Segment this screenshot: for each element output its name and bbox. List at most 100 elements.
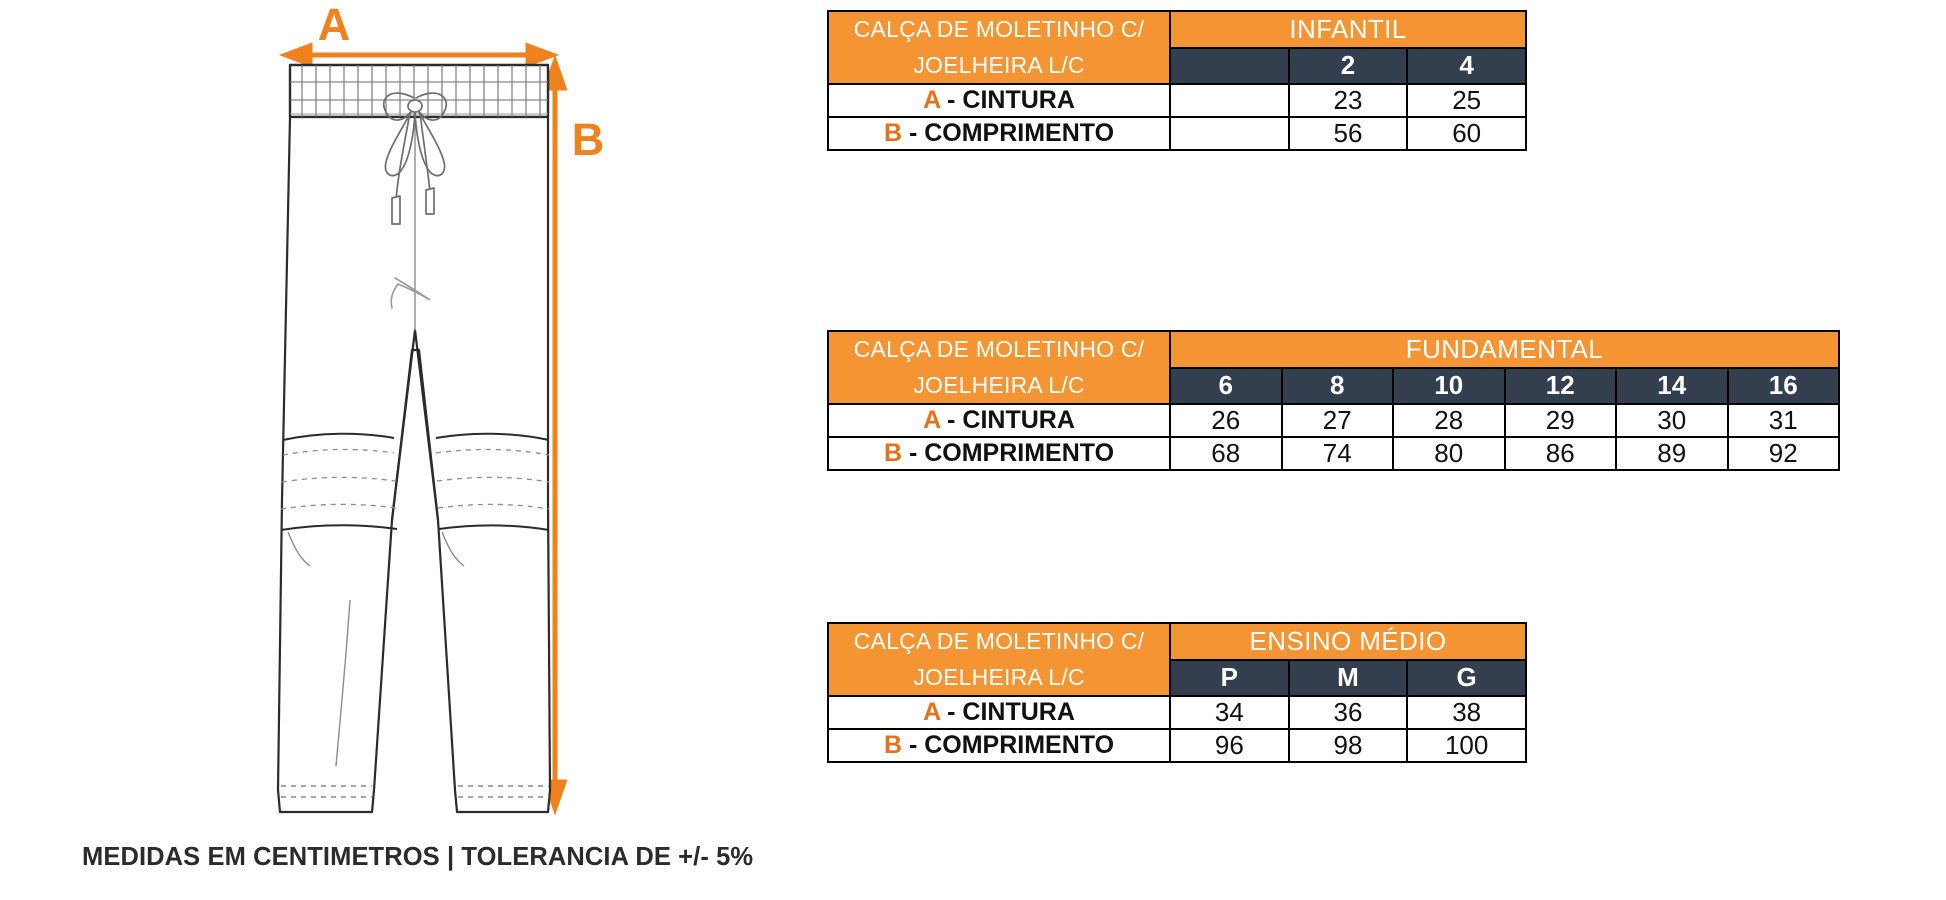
row-label-cell: B - COMPRIMENTO <box>827 728 1171 764</box>
row-label-cell: A - CINTURA <box>827 403 1171 439</box>
row-label-cell: B - COMPRIMENTO <box>827 116 1171 152</box>
drawstring-bow <box>383 92 447 225</box>
measure-cell: 34 <box>1169 695 1290 731</box>
measure-cell: 96 <box>1169 728 1290 764</box>
row-label-text: CINTURA <box>962 406 1075 435</box>
table-row-header-group: CALÇA DE MOLETINHO C/ JOELHEIRA L/C ENSI… <box>827 621 1527 698</box>
measure-cell: 89 <box>1615 436 1729 472</box>
product-name-cell: CALÇA DE MOLETINHO C/ JOELHEIRA L/C <box>827 9 1171 86</box>
table-row-header-group: CALÇA DE MOLETINHO C/ JOELHEIRA L/C FUND… <box>827 329 1840 406</box>
measure-cell: 28 <box>1392 403 1506 439</box>
row-mark: A <box>923 86 941 115</box>
measure-cell: 98 <box>1287 728 1409 764</box>
row-label-cell: A - CINTURA <box>827 695 1171 731</box>
measure-b-label: B <box>572 114 605 165</box>
group-label-cell: FUNDAMENTAL <box>1169 330 1840 369</box>
product-name-line1: CALÇA DE MOLETINHO C/ <box>853 628 1145 654</box>
measurement-caption: MEDIDAS EM CENTIMETROS | TOLERANCIA DE +… <box>82 843 754 871</box>
table-row: B - COMPRIMENTO 96 98 100 <box>827 728 1527 764</box>
pants-outline <box>276 63 552 814</box>
measure-a-arrow <box>278 42 560 68</box>
measure-cell: 36 <box>1287 695 1409 731</box>
product-name-line2: JOELHEIRA L/C <box>913 663 1085 690</box>
product-name-cell: CALÇA DE MOLETINHO C/ JOELHEIRA L/C <box>827 329 1171 406</box>
product-name-line1: CALÇA DE MOLETINHO C/ <box>853 16 1145 42</box>
size-header-cell: 14 <box>1615 366 1729 406</box>
row-dash: - <box>902 439 925 468</box>
row-label-text: COMPRIMENTO <box>924 731 1115 760</box>
row-mark: A <box>923 698 941 727</box>
measure-a-label: A <box>318 0 351 50</box>
row-label-text: CINTURA <box>962 698 1075 727</box>
measure-cell: 29 <box>1503 403 1617 439</box>
group-label-cell: ENSINO MÉDIO <box>1169 622 1527 661</box>
measure-cell: 25 <box>1406 83 1527 119</box>
table-row-header-sizes: P M G <box>828 658 1527 698</box>
measure-cell: 30 <box>1615 403 1729 439</box>
row-label-text: CINTURA <box>962 86 1075 115</box>
row-mark: B <box>883 119 902 148</box>
measure-cell: 56 <box>1287 116 1409 152</box>
size-header-cell: 4 <box>1406 46 1527 86</box>
measure-cell: 27 <box>1280 403 1394 439</box>
size-header-cell-blank <box>1169 46 1290 86</box>
size-header-cell: 10 <box>1392 366 1506 406</box>
product-name-line2: JOELHEIRA L/C <box>913 371 1085 398</box>
table-row: A - CINTURA 26 27 28 29 30 31 <box>827 403 1840 439</box>
measure-cell <box>1169 83 1290 119</box>
knee-panel <box>280 432 550 531</box>
size-header-cell: M <box>1287 658 1409 698</box>
measure-cell: 92 <box>1726 436 1840 472</box>
measure-cell: 80 <box>1392 436 1506 472</box>
pants-technical-drawing: A B <box>276 0 605 816</box>
waistband-rib-texture <box>290 65 548 117</box>
measure-cell: 68 <box>1169 436 1283 472</box>
table-row: A - CINTURA 34 36 38 <box>827 695 1527 731</box>
product-name-line2: JOELHEIRA L/C <box>913 51 1085 78</box>
table-row-header-sizes: 2 4 <box>828 46 1527 86</box>
row-dash: - <box>940 406 963 435</box>
measure-cell: 26 <box>1169 403 1283 439</box>
table-row-header-group: CALÇA DE MOLETINHO C/ JOELHEIRA L/C INFA… <box>827 9 1527 86</box>
table-row: A - CINTURA 23 25 <box>827 83 1527 119</box>
row-mark: A <box>923 406 941 435</box>
hip-detail-mark <box>390 277 431 309</box>
size-header-cell: 12 <box>1503 366 1617 406</box>
table-row: B - COMPRIMENTO 68 74 80 86 89 92 <box>827 436 1840 472</box>
size-table-ensino-medio: CALÇA DE MOLETINHO C/ JOELHEIRA L/C ENSI… <box>827 621 1527 764</box>
size-header-cell: 16 <box>1726 366 1840 406</box>
size-header-cell: G <box>1406 658 1527 698</box>
product-name-line1: CALÇA DE MOLETINHO C/ <box>853 336 1145 362</box>
row-label-text: COMPRIMENTO <box>924 119 1115 148</box>
size-header-cell: 8 <box>1280 366 1394 406</box>
size-table-fundamental: CALÇA DE MOLETINHO C/ JOELHEIRA L/C FUND… <box>827 329 1840 472</box>
row-label-cell: A - CINTURA <box>827 83 1171 119</box>
measure-cell <box>1169 116 1290 152</box>
measure-cell: 60 <box>1406 116 1527 152</box>
row-mark: B <box>883 731 902 760</box>
measure-cell: 86 <box>1503 436 1617 472</box>
illustration-panel: A B MEDIDAS EM CENTIMETROS | TOLERANCIA … <box>0 0 830 900</box>
measure-cell: 23 <box>1287 83 1409 119</box>
row-label-cell: B - COMPRIMENTO <box>827 436 1171 472</box>
measure-cell: 74 <box>1280 436 1394 472</box>
group-label-cell: INFANTIL <box>1169 10 1527 49</box>
measure-cell: 100 <box>1406 728 1527 764</box>
table-row: B - COMPRIMENTO 56 60 <box>827 116 1527 152</box>
leg-seam-details <box>287 531 465 767</box>
row-dash: - <box>940 698 963 727</box>
product-name-cell: CALÇA DE MOLETINHO C/ JOELHEIRA L/C <box>827 621 1171 698</box>
row-dash: - <box>902 731 925 760</box>
row-dash: - <box>940 86 963 115</box>
row-dash: - <box>902 119 925 148</box>
row-label-text: COMPRIMENTO <box>924 439 1115 468</box>
size-header-cell: P <box>1169 658 1290 698</box>
size-table-infantil: CALÇA DE MOLETINHO C/ JOELHEIRA L/C INFA… <box>827 9 1527 152</box>
size-header-cell: 2 <box>1287 46 1409 86</box>
knee-panel-stitching <box>280 448 550 510</box>
measure-cell: 38 <box>1406 695 1527 731</box>
table-row-header-sizes: 6 8 10 12 14 16 <box>828 366 1840 406</box>
size-header-cell: 6 <box>1169 366 1283 406</box>
row-mark: B <box>883 439 902 468</box>
